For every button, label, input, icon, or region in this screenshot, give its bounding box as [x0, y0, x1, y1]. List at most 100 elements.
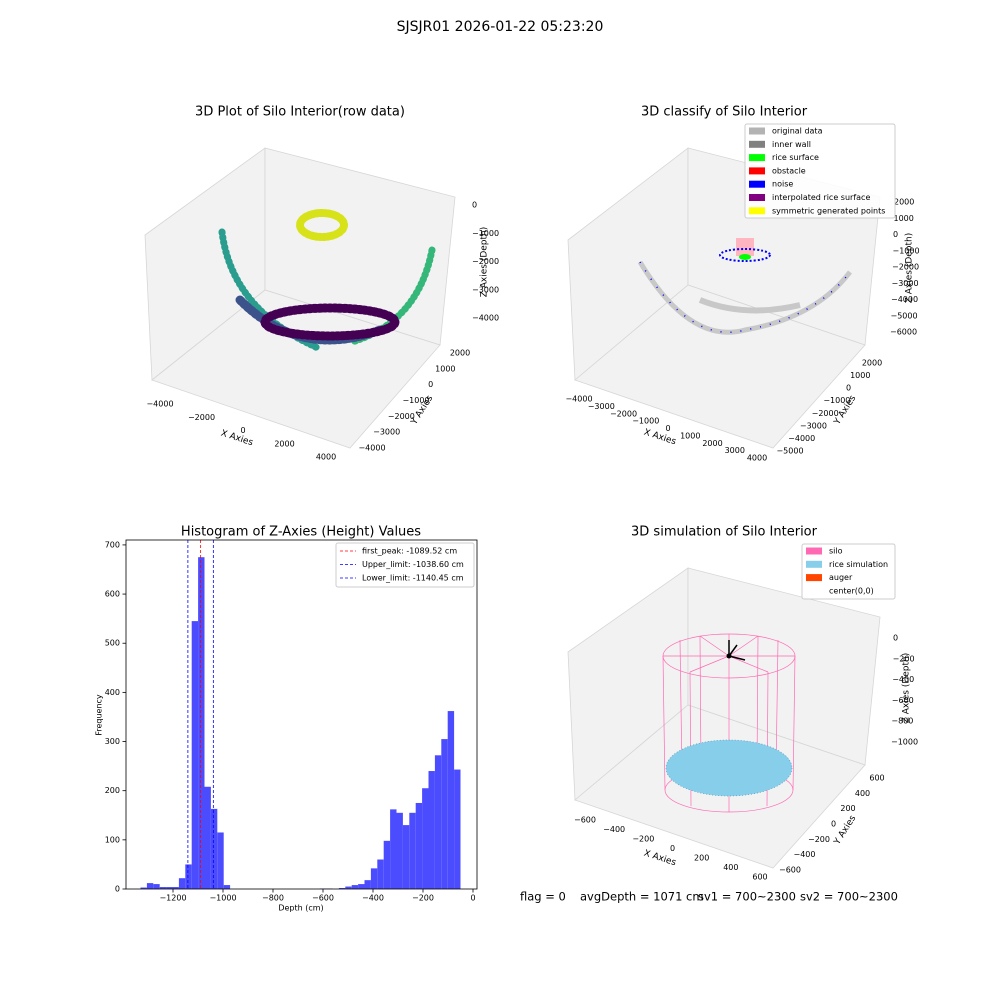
cloud-rice [739, 254, 751, 260]
cloud-ring [719, 248, 771, 262]
chart-title: 3D Plot of Silo Interior(row data) [195, 105, 405, 120]
bar [198, 557, 205, 889]
z-tick-label: −2000 [892, 263, 919, 272]
y-tick-label: −5000 [776, 447, 803, 456]
legend-swatch [749, 167, 765, 175]
legend-label: original data [772, 127, 823, 136]
x-tick-label: −800 [262, 894, 284, 903]
legend-swatch [749, 154, 765, 162]
y-tick-label: 600 [105, 590, 120, 599]
x-tick-label: −400 [603, 825, 625, 834]
bar [338, 888, 346, 889]
bar [428, 771, 435, 889]
bar [351, 885, 359, 889]
y-tick-label: −1000 [823, 396, 850, 405]
y-tick-label: 300 [105, 737, 120, 746]
legend-label: rice simulation [829, 560, 888, 569]
bar [422, 788, 429, 889]
bar [153, 884, 160, 889]
status-text: sv1 = 700~2300 [698, 890, 796, 904]
y-tick-label: −600 [779, 866, 801, 875]
plot-frame [125, 539, 478, 890]
bar [396, 812, 403, 889]
x-tick-label: 0 [665, 424, 670, 433]
z-tick-label: 0 [893, 634, 898, 643]
point-cloud-sketch [637, 238, 852, 335]
x-tick-label: −200 [412, 894, 434, 903]
bar [146, 883, 154, 889]
chart-title: 3D simulation of Silo Interior [631, 525, 818, 540]
cloud-bowl [260, 303, 400, 341]
status-text: sv2 = 700~2300 [800, 890, 898, 904]
bar [223, 885, 231, 889]
y-tick-label: 1000 [850, 371, 870, 380]
z-axis-label: Z Axies (Depth) [902, 653, 912, 724]
y-tick-label: 0 [115, 885, 120, 894]
chart-title: Histogram of Z-Axies (Height) Values [181, 525, 421, 540]
rice-surface [665, 739, 793, 797]
x-tick-label: 2000 [702, 439, 722, 448]
y-tick-label: 100 [105, 835, 120, 844]
x-tick-label: 4000 [316, 453, 336, 462]
legend-label: inner wall [772, 140, 811, 149]
legend-swatch [806, 560, 822, 568]
z-axis-label: Z Axies (Depth) [905, 233, 915, 304]
z-tick-label: −4000 [472, 314, 499, 323]
y-tick-label: 2000 [450, 349, 470, 358]
legend-swatch [749, 194, 765, 201]
x-tick-label: −4000 [565, 395, 592, 404]
legend-box [335, 542, 475, 588]
legend-swatch [806, 574, 822, 582]
y-tick-label: 700 [105, 540, 120, 549]
bar [370, 868, 378, 889]
x-tick-label: −600 [574, 816, 596, 825]
x-tick-label: −200 [632, 835, 654, 844]
x-axis-label: Depth (cm) [278, 904, 323, 913]
bar [166, 887, 173, 889]
x-tick-label: −3000 [588, 402, 615, 411]
status-text: avgDepth = 1071 cm [580, 890, 704, 904]
x-tick-label: −600 [312, 894, 334, 903]
legend-box [744, 123, 896, 219]
z-tick-label: −5000 [891, 311, 918, 320]
y-tick-label: −3000 [800, 421, 827, 430]
bar [390, 809, 397, 889]
z-axis-label: Z Axies (Depth) [480, 227, 490, 298]
legend-label: rice surface [772, 153, 819, 162]
y-tick-label: −2000 [812, 409, 839, 418]
z-tick-label: −2000 [472, 257, 499, 266]
figure-title: SJSJR01 2026-01-22 05:23:20 [397, 19, 604, 35]
legend-label: auger [829, 573, 853, 582]
bar [377, 859, 384, 889]
center-point [726, 653, 732, 659]
legend-label: obstacle [772, 166, 806, 175]
bar [358, 884, 365, 889]
bar [159, 887, 167, 889]
legend-label: silo [829, 547, 843, 556]
y-tick-label: 2000 [862, 359, 882, 368]
legend-label: Lower_limit: -1140.45 cm [362, 574, 464, 583]
z-tick-label: −600 [892, 696, 914, 705]
bar [454, 769, 461, 889]
y-tick-label: 600 [869, 774, 884, 783]
z-tick-label: −3000 [472, 285, 499, 294]
cloud-noise [639, 261, 851, 334]
legend-swatch [749, 127, 765, 135]
z-tick-label: −200 [893, 654, 915, 663]
z-tick-label: −1000 [891, 738, 918, 747]
z-tick-label: −4000 [891, 295, 918, 304]
x-tick-label: −400 [362, 894, 384, 903]
bar [210, 808, 218, 889]
bar [409, 812, 416, 889]
z-tick-label: 0 [893, 230, 898, 239]
bar [204, 786, 211, 889]
pane [574, 284, 866, 449]
y-tick-label: −200 [808, 835, 830, 844]
x-tick-label: 0 [470, 894, 475, 903]
z-tick-label: 0 [472, 201, 477, 210]
x-tick-label: 400 [723, 863, 738, 872]
x-tick-label: −2000 [188, 413, 215, 422]
x-tick-label: −1200 [159, 894, 186, 903]
cloud-floor [698, 297, 801, 314]
